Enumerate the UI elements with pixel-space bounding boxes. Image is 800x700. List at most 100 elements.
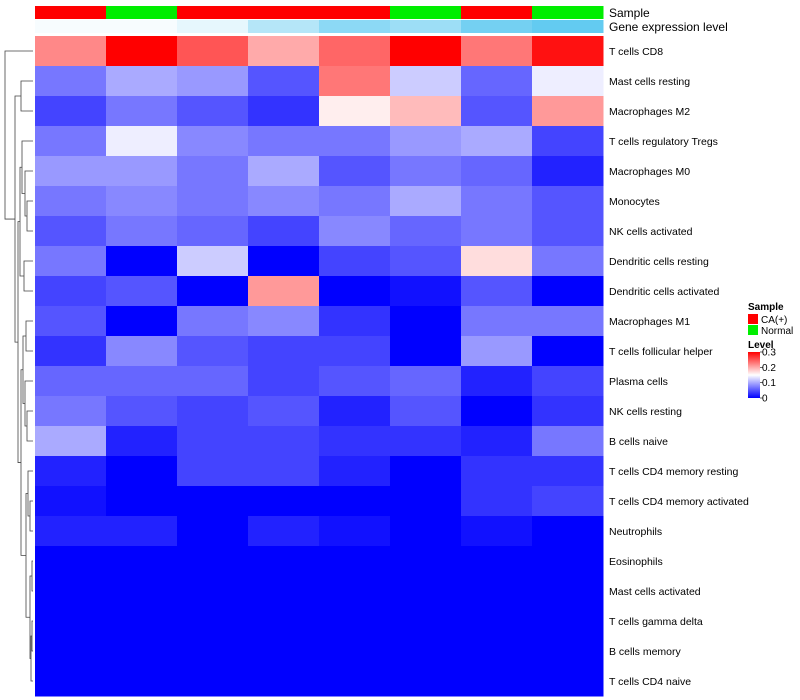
heatmap-cell [319,276,391,307]
heatmap-cell [532,336,604,367]
heatmap-cell [390,276,462,307]
heatmap-cell [390,66,462,97]
heatmap-cell [319,516,391,547]
row-label: Dendritic cells activated [609,286,719,298]
heatmap-cell [177,96,249,127]
heatmap-cell [532,186,604,217]
dendrogram-branch [4,50,33,220]
heatmap-cell [248,36,320,67]
heatmap-cell [248,126,320,157]
heatmap-cell [319,576,391,607]
heatmap-cell [461,636,533,667]
heatmap-cell [35,426,107,457]
row-label: Plasma cells [609,376,668,388]
row-label: B cells memory [609,646,682,658]
heatmap-cell [177,516,249,547]
heatmap-cell [177,486,249,517]
dendrogram-branch [31,560,33,592]
sample-annotation-cell [319,6,391,19]
heatmap-cell [461,246,533,277]
heatmap-cell [248,156,320,187]
heatmap-cell [177,396,249,427]
heatmap-cell [532,126,604,157]
heatmap-cell [390,456,462,487]
heatmap-cell [532,66,604,97]
heatmap-cell [35,186,107,217]
heatmap-cell [248,396,320,427]
heatmap-cell [35,126,107,157]
heatmap-cell [319,426,391,457]
heatmap-cell [177,456,249,487]
row-label: T cells CD4 naive [609,676,691,688]
expression-annotation-cell [248,20,320,33]
heatmap-cell [248,186,320,217]
row-label: Monocytes [609,196,660,208]
heatmap-cell [390,666,462,697]
legend-level-title: Level [748,340,774,351]
heatmap-cell [106,546,178,577]
row-label: T cells CD4 memory activated [609,496,749,508]
heatmap-cell [106,276,178,307]
heatmap-cell [532,396,604,427]
heatmap-cell [106,426,178,457]
heatmap-cell [532,516,604,547]
legend-tick-label: 0.1 [762,378,776,389]
heatmap-cell [532,246,604,277]
heatmap-cell [177,156,249,187]
heatmap-cell [106,156,178,187]
heatmap-cell [461,396,533,427]
row-label: B cells naive [609,436,668,448]
heatmap-cell [177,666,249,697]
heatmap-cell [532,96,604,127]
dendrogram-branch [29,500,33,532]
heatmap-cell [532,636,604,667]
heatmap-cell [532,666,604,697]
heatmap-cell [319,486,391,517]
heatmap-cell [106,576,178,607]
dendrogram-branch [24,380,33,427]
heatmap-cell [106,456,178,487]
heatmap-cell [532,276,604,307]
heatmap-cell [390,426,462,457]
row-label: Neutrophils [609,526,662,538]
row-label: Mast cells resting [609,76,690,88]
heatmap-cell [461,666,533,697]
heatmap-cell [35,306,107,337]
row-label: Mast cells activated [609,586,701,598]
heatmap-cell [532,306,604,337]
heatmap-cell [390,366,462,397]
heatmap-cell [319,66,391,97]
legend-sample-label: Normal [761,326,793,337]
heatmap-cell [177,636,249,667]
heatmap-cell [106,366,178,397]
heatmap-cell [532,36,604,67]
sample-annotation-cell [35,6,107,19]
heatmap-cell [319,186,391,217]
expression-annotation-cell [35,20,107,33]
heatmap-cell [532,216,604,247]
heatmap-cell [35,666,107,697]
heatmap-cell [461,186,533,217]
heatmap-cell [319,396,391,427]
heatmap-cell [390,306,462,337]
dendrogram-branch [23,260,33,292]
heatmap-cell [35,96,107,127]
heatmap-cell [35,336,107,367]
heatmap-cell [248,606,320,637]
legend-sample-swatch [748,325,758,335]
row-label: Macrophages M0 [609,166,690,178]
heatmap-cell [35,36,107,67]
heatmap-cell [35,486,107,517]
heatmap-cell [177,276,249,307]
heatmap-cell [390,486,462,517]
heatmap-cell [248,66,320,97]
heatmap-cell [532,486,604,517]
row-label: T cells regulatory Tregs [609,136,718,148]
heatmap-cell [177,366,249,397]
heatmap-cell [461,126,533,157]
heatmap-cell [106,486,178,517]
sample-annotation-cell [461,6,533,19]
heatmap-cell [390,156,462,187]
